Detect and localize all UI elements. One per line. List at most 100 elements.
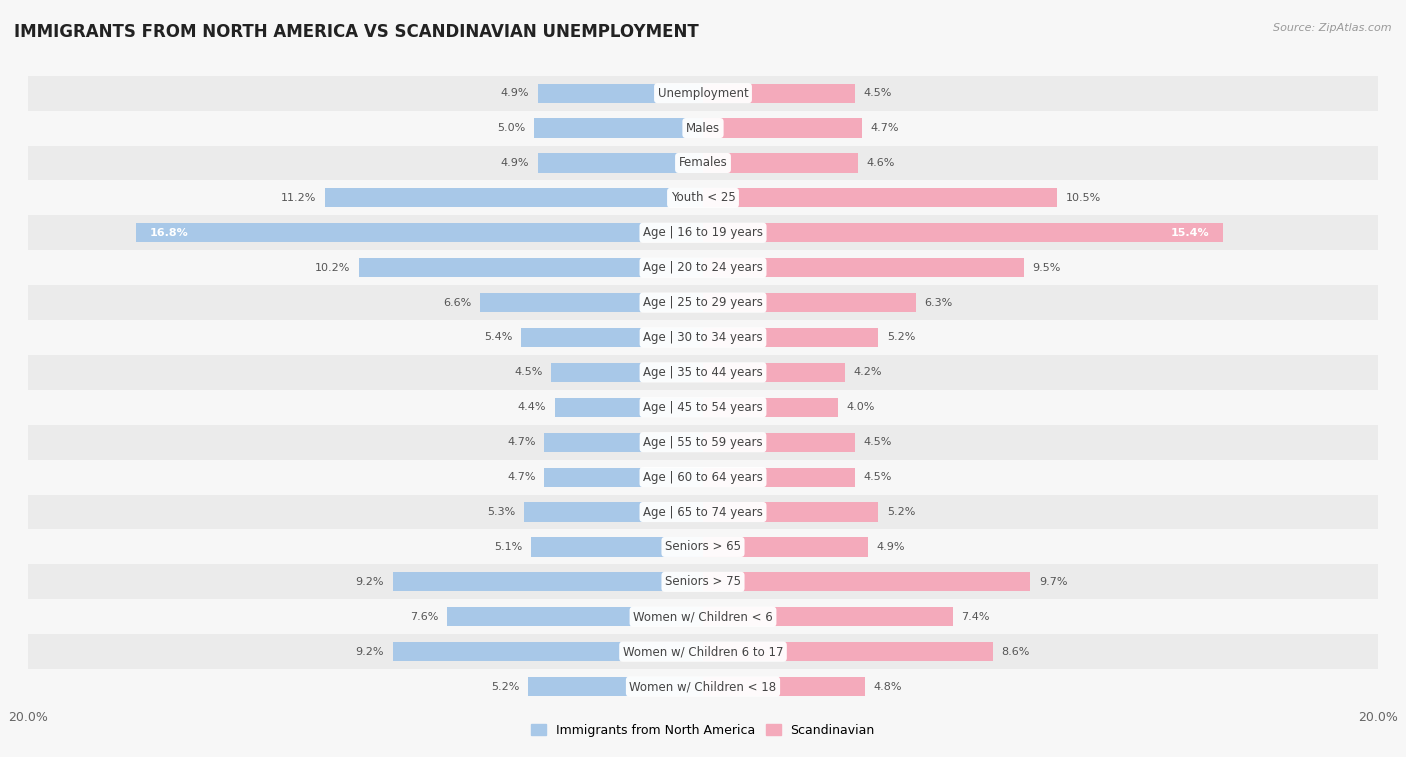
Text: 5.2%: 5.2% — [491, 681, 519, 692]
Bar — [703, 223, 1223, 242]
Bar — [531, 537, 703, 556]
Bar — [544, 432, 703, 452]
Bar — [534, 118, 703, 138]
Text: 7.6%: 7.6% — [409, 612, 439, 621]
Bar — [703, 432, 855, 452]
Text: Women w/ Children 6 to 17: Women w/ Children 6 to 17 — [623, 645, 783, 658]
Text: IMMIGRANTS FROM NORTH AMERICA VS SCANDINAVIAN UNEMPLOYMENT: IMMIGRANTS FROM NORTH AMERICA VS SCANDIN… — [14, 23, 699, 41]
Text: 6.3%: 6.3% — [924, 298, 952, 307]
Bar — [28, 76, 1378, 111]
Text: Age | 25 to 29 years: Age | 25 to 29 years — [643, 296, 763, 309]
Bar — [703, 83, 855, 103]
Bar — [703, 154, 858, 173]
Bar — [703, 118, 862, 138]
Bar — [544, 468, 703, 487]
Bar — [703, 503, 879, 522]
Bar — [28, 180, 1378, 215]
Text: 5.0%: 5.0% — [498, 123, 526, 133]
Text: 5.4%: 5.4% — [484, 332, 512, 342]
Text: Youth < 25: Youth < 25 — [671, 192, 735, 204]
Text: 4.5%: 4.5% — [863, 438, 891, 447]
Bar — [703, 468, 855, 487]
Bar — [28, 355, 1378, 390]
Text: Females: Females — [679, 157, 727, 170]
Bar — [392, 642, 703, 662]
Bar — [359, 258, 703, 277]
Text: 11.2%: 11.2% — [281, 193, 316, 203]
Bar — [703, 258, 1024, 277]
Text: Source: ZipAtlas.com: Source: ZipAtlas.com — [1274, 23, 1392, 33]
Bar — [28, 600, 1378, 634]
Bar — [28, 494, 1378, 529]
Text: Age | 35 to 44 years: Age | 35 to 44 years — [643, 366, 763, 379]
Text: 4.6%: 4.6% — [866, 158, 896, 168]
Text: 9.5%: 9.5% — [1032, 263, 1060, 273]
Text: Unemployment: Unemployment — [658, 86, 748, 100]
Bar — [551, 363, 703, 382]
Bar — [28, 390, 1378, 425]
Text: Age | 65 to 74 years: Age | 65 to 74 years — [643, 506, 763, 519]
Text: 4.7%: 4.7% — [870, 123, 898, 133]
Text: 4.2%: 4.2% — [853, 367, 882, 378]
Legend: Immigrants from North America, Scandinavian: Immigrants from North America, Scandinav… — [526, 718, 880, 742]
Text: 4.9%: 4.9% — [501, 158, 529, 168]
Text: Age | 45 to 54 years: Age | 45 to 54 years — [643, 400, 763, 414]
Bar — [28, 285, 1378, 320]
Bar — [703, 328, 879, 347]
Bar — [703, 363, 845, 382]
Text: 4.8%: 4.8% — [873, 681, 901, 692]
Text: 4.4%: 4.4% — [517, 402, 546, 413]
Bar — [28, 111, 1378, 145]
Text: Age | 20 to 24 years: Age | 20 to 24 years — [643, 261, 763, 274]
Text: Age | 30 to 34 years: Age | 30 to 34 years — [643, 331, 763, 344]
Text: 5.1%: 5.1% — [495, 542, 523, 552]
Text: 10.2%: 10.2% — [315, 263, 350, 273]
Bar — [28, 459, 1378, 494]
Bar — [537, 83, 703, 103]
Text: 4.5%: 4.5% — [515, 367, 543, 378]
Bar — [703, 397, 838, 417]
Bar — [703, 607, 953, 626]
Text: Males: Males — [686, 122, 720, 135]
Bar — [28, 215, 1378, 251]
Text: Women w/ Children < 6: Women w/ Children < 6 — [633, 610, 773, 623]
Text: 5.3%: 5.3% — [488, 507, 516, 517]
Bar — [392, 572, 703, 591]
Text: 4.7%: 4.7% — [508, 438, 536, 447]
Text: 7.4%: 7.4% — [962, 612, 990, 621]
Text: 4.9%: 4.9% — [877, 542, 905, 552]
Bar — [325, 188, 703, 207]
Bar — [703, 293, 915, 312]
Text: Age | 16 to 19 years: Age | 16 to 19 years — [643, 226, 763, 239]
Text: 4.9%: 4.9% — [501, 88, 529, 98]
Bar — [537, 154, 703, 173]
Bar — [703, 572, 1031, 591]
Bar — [28, 425, 1378, 459]
Text: 5.2%: 5.2% — [887, 507, 915, 517]
Text: Age | 60 to 64 years: Age | 60 to 64 years — [643, 471, 763, 484]
Bar — [28, 529, 1378, 565]
Text: 9.2%: 9.2% — [356, 577, 384, 587]
Bar — [527, 677, 703, 696]
Text: 6.6%: 6.6% — [444, 298, 472, 307]
Text: 4.7%: 4.7% — [508, 472, 536, 482]
Bar — [554, 397, 703, 417]
Bar — [703, 677, 865, 696]
Text: Seniors > 75: Seniors > 75 — [665, 575, 741, 588]
Bar — [520, 328, 703, 347]
Text: 9.7%: 9.7% — [1039, 577, 1067, 587]
Text: Age | 55 to 59 years: Age | 55 to 59 years — [643, 436, 763, 449]
Bar — [703, 642, 993, 662]
Text: 4.5%: 4.5% — [863, 88, 891, 98]
Text: Seniors > 65: Seniors > 65 — [665, 540, 741, 553]
Bar — [481, 293, 703, 312]
Bar — [28, 251, 1378, 285]
Bar — [447, 607, 703, 626]
Bar — [28, 669, 1378, 704]
Text: 10.5%: 10.5% — [1066, 193, 1101, 203]
Bar — [703, 188, 1057, 207]
Bar — [136, 223, 703, 242]
Text: 9.2%: 9.2% — [356, 646, 384, 656]
Text: 4.0%: 4.0% — [846, 402, 875, 413]
Text: Women w/ Children < 18: Women w/ Children < 18 — [630, 680, 776, 693]
